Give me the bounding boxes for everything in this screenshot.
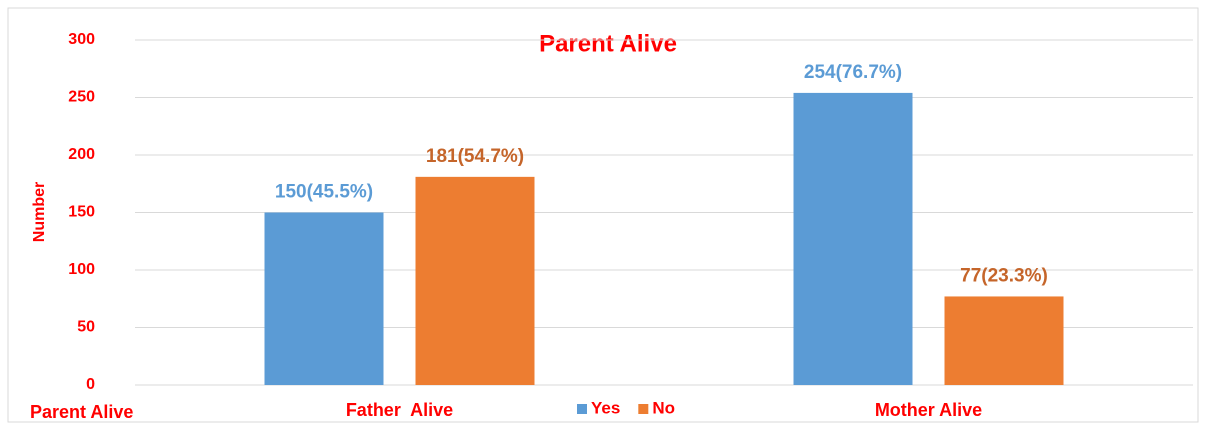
legend-label: No [652, 398, 675, 417]
legend-swatch [638, 404, 649, 414]
bar [264, 212, 384, 385]
x-axis-label: Parent Alive [30, 402, 133, 422]
legend-label: Yes [591, 398, 620, 417]
data-label: 181(54.7%) [426, 146, 524, 167]
y-tick-label: 0 [86, 376, 95, 393]
bar [793, 92, 913, 386]
x-tick-label: Mother Alive [875, 400, 982, 420]
data-label: 77(23.3%) [960, 265, 1048, 286]
y-axis-label: Number [31, 182, 48, 242]
legend-swatch [577, 404, 587, 414]
bar [415, 176, 535, 385]
y-tick-label: 100 [68, 261, 95, 278]
x-tick-label: Father Alive [346, 400, 453, 420]
data-label: 254(76.7%) [804, 62, 902, 83]
y-tick-label: 250 [68, 89, 95, 106]
bar [944, 296, 1064, 385]
y-tick-label: 50 [77, 319, 95, 336]
y-tick-label: 300 [68, 31, 95, 48]
chart-title: Parent Alive [539, 30, 677, 57]
y-tick-label: 200 [68, 146, 95, 163]
y-tick-label: 150 [68, 204, 95, 221]
data-label: 150(45.5%) [275, 182, 373, 203]
